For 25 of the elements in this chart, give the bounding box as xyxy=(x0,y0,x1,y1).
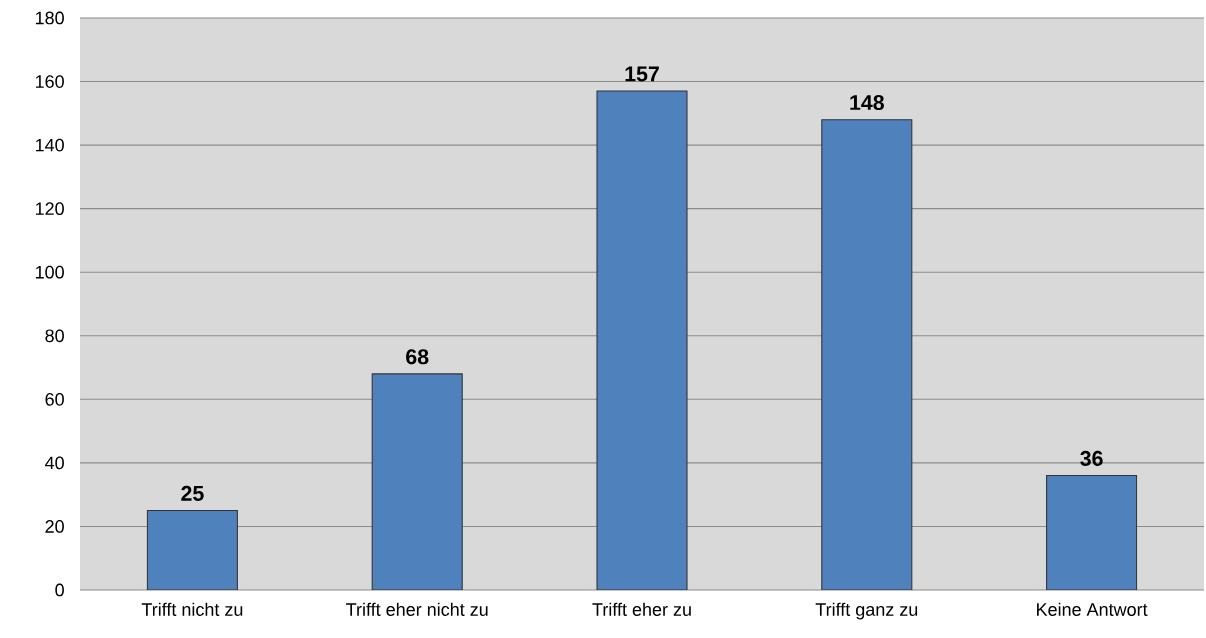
y-tick-label: 60 xyxy=(45,392,64,406)
y-tick-label: 180 xyxy=(35,11,64,25)
y-tick-label: 120 xyxy=(35,202,64,216)
data-label: 25 xyxy=(181,485,204,501)
y-tick-label: 140 xyxy=(35,138,64,152)
bar xyxy=(596,90,688,590)
x-tick-label: Keine Antwort xyxy=(1037,602,1148,616)
y-tick-label: 0 xyxy=(55,583,64,597)
y-tick-label: 160 xyxy=(35,75,64,88)
x-tick-label: Trifft eher zu xyxy=(592,602,691,616)
bar xyxy=(371,373,463,590)
bar xyxy=(1046,475,1138,590)
data-label: 157 xyxy=(625,66,659,82)
x-tick-label: Trifft ganz zu xyxy=(815,602,918,620)
x-tick-label: Trifft eher nicht zu xyxy=(346,602,488,616)
y-tick-label: 20 xyxy=(45,520,64,533)
bar xyxy=(146,510,238,590)
bar xyxy=(821,119,913,590)
y-tick-label: 40 xyxy=(45,456,64,470)
x-tick-label: Trifft nicht zu xyxy=(141,602,243,616)
y-tick-label: 100 xyxy=(35,265,64,279)
data-label: 68 xyxy=(406,349,429,365)
data-label: 36 xyxy=(1080,450,1103,466)
data-label: 148 xyxy=(850,94,884,111)
y-tick-label: 80 xyxy=(45,329,64,343)
